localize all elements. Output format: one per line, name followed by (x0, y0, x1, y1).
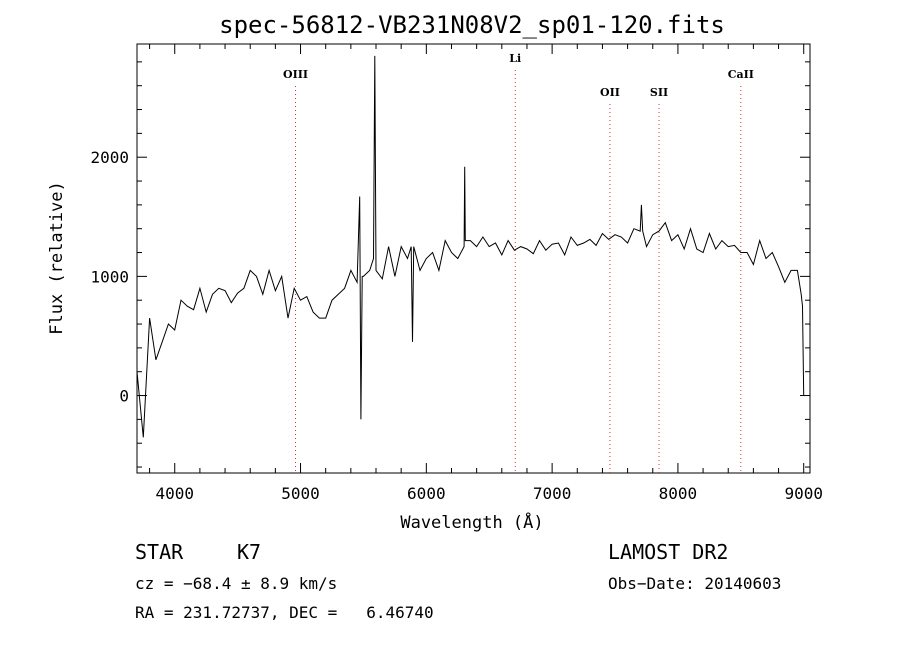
survey-label: LAMOST DR2 (608, 540, 729, 564)
line-label-oiii: OIII (283, 68, 308, 81)
obs-date-text: Obs−Date: 20140603 (608, 574, 782, 593)
x-axis-label: Wavelength (Å) (400, 511, 543, 533)
x-tick-label: 7000 (533, 484, 572, 503)
y-tick-label: 0 (119, 387, 129, 406)
y-tick-label: 2000 (90, 148, 129, 167)
chart-title: spec-56812-VB231N08V2_sp01-120.fits (219, 11, 725, 39)
x-tick-label: 8000 (659, 484, 698, 503)
y-tick-label: 1000 (90, 267, 129, 286)
line-label-sii: SII (650, 86, 668, 99)
x-tick-label: 5000 (281, 484, 320, 503)
object-class: STAR (135, 540, 184, 564)
object-subclass: K7 (237, 540, 262, 564)
redshift-text: cz = −68.4 ± 8.9 km/s (135, 574, 338, 593)
x-tick-label: 6000 (407, 484, 446, 503)
plot-frame (136, 43, 811, 474)
line-label-li: Li (509, 52, 521, 65)
spectrum-line (136, 55, 805, 438)
y-axis-label: Flux (relative) (47, 181, 67, 335)
x-tick-label: 9000 (784, 484, 823, 503)
line-label-oii: OII (600, 86, 620, 99)
coordinates-text: RA = 231.72737, DEC = 6.46740 (135, 603, 434, 622)
line-label-caii: CaII (728, 68, 754, 81)
x-tick-label: 4000 (155, 484, 194, 503)
